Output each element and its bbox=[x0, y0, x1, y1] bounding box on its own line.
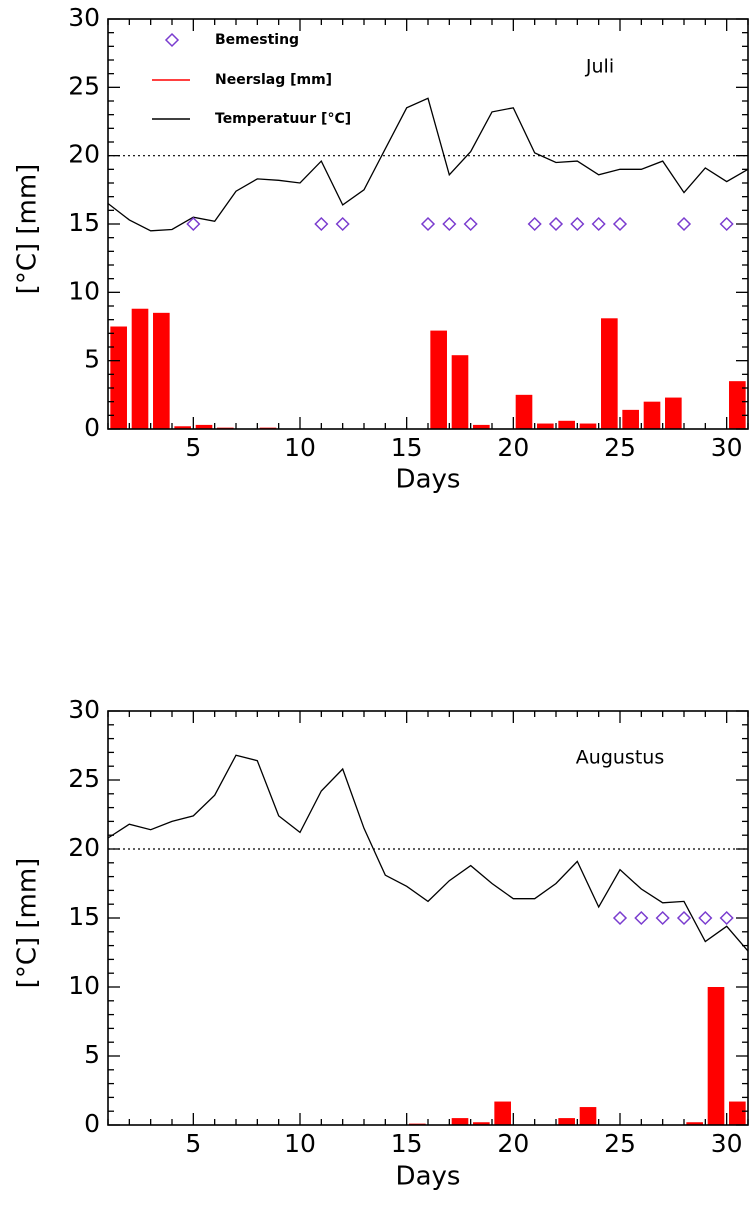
precipitation-bars bbox=[110, 308, 746, 429]
y-tick-label: 25 bbox=[68, 71, 100, 100]
bemesting-diamond-icon bbox=[612, 216, 628, 232]
precipitation-bar bbox=[537, 423, 554, 429]
y-tick-label: 5 bbox=[84, 1040, 100, 1069]
y-tick-label: 0 bbox=[84, 1109, 100, 1138]
x-tick-label: 30 bbox=[711, 1129, 743, 1158]
precipitation-bar bbox=[558, 1118, 575, 1125]
x-tick-label: 10 bbox=[284, 433, 316, 462]
precipitation-bar bbox=[558, 420, 575, 429]
bemesting-markers bbox=[612, 910, 734, 926]
chart-panel-1: 5 10 15 20 25 30 0 5 10 15 20 25 30 Days [°C] [mm] Juli… bbox=[13, 3, 749, 495]
x-axis-title: Days bbox=[396, 1162, 461, 1192]
precipitation-bar bbox=[515, 394, 533, 429]
x-tick-label: 10 bbox=[284, 1129, 316, 1158]
bemesting-diamond-icon bbox=[591, 216, 606, 232]
bemesting-diamond-icon bbox=[570, 216, 585, 232]
x-ticks bbox=[107, 19, 749, 429]
precipitation-bar bbox=[579, 423, 597, 429]
bemesting-diamond-icon bbox=[612, 910, 628, 926]
precipitation-bar bbox=[686, 1122, 703, 1125]
x-axis-title: Days bbox=[396, 465, 461, 495]
bemesting-diamond-icon bbox=[335, 216, 350, 232]
plot-frame bbox=[107, 18, 749, 430]
x-tick-label: 20 bbox=[497, 1129, 529, 1158]
precipitation-bar bbox=[430, 330, 447, 429]
chart-title: Augustus bbox=[576, 747, 664, 769]
precipitation-bar bbox=[707, 987, 725, 1125]
bemesting-diamond-icon bbox=[314, 216, 329, 232]
precipitation-bar bbox=[665, 397, 682, 429]
y-axis-title: [°C] [mm] bbox=[13, 164, 43, 295]
y-tick-label: 15 bbox=[68, 208, 100, 237]
precipitation-bar bbox=[643, 401, 661, 429]
x-tick-label: 25 bbox=[604, 1129, 636, 1158]
bemesting-diamond-icon bbox=[442, 216, 457, 232]
precipitation-bar bbox=[473, 1122, 490, 1125]
temperature-line bbox=[107, 754, 749, 952]
x-tick-label: 20 bbox=[497, 433, 529, 462]
temperature-line bbox=[107, 97, 749, 232]
precipitation-bar bbox=[451, 355, 469, 429]
x-tick-label: 30 bbox=[711, 433, 743, 462]
y-tick-label: 20 bbox=[68, 833, 100, 862]
plot-frame bbox=[107, 710, 749, 1126]
bemesting-diamond-icon bbox=[527, 216, 542, 232]
precipitation-bar bbox=[494, 1101, 511, 1125]
precipitation-bar bbox=[601, 318, 618, 429]
bemesting-diamond-icon bbox=[548, 216, 564, 232]
precipitation-bar bbox=[579, 1107, 597, 1125]
legend: Bemesting Neerslag [mm] Temperatuur [°C] bbox=[152, 32, 351, 127]
bemesting-diamond-icon bbox=[719, 216, 734, 232]
bemesting-diamond-icon bbox=[634, 910, 649, 926]
legend-label: Bemesting bbox=[215, 32, 299, 48]
legend-diamond-icon bbox=[164, 32, 180, 48]
bemesting-diamond-icon bbox=[719, 910, 734, 926]
bemesting-diamond-icon bbox=[676, 216, 692, 232]
y-axis-title: [°C] [mm] bbox=[13, 858, 43, 989]
precipitation-bar bbox=[729, 1101, 746, 1125]
precipitation-bar bbox=[729, 381, 746, 429]
bemesting-diamond-icon bbox=[698, 910, 713, 926]
y-tick-label: 10 bbox=[68, 971, 100, 1000]
precipitation-bar bbox=[473, 424, 490, 429]
x-tick-label: 5 bbox=[185, 1129, 201, 1158]
bemesting-diamond-icon bbox=[186, 216, 201, 232]
x-tick-label: 25 bbox=[604, 433, 636, 462]
precipitation-bar bbox=[110, 326, 127, 429]
bemesting-diamond-icon bbox=[655, 910, 670, 926]
precipitation-bar bbox=[622, 409, 639, 429]
precipitation-bar bbox=[131, 308, 149, 429]
y-tick-label: 30 bbox=[68, 695, 100, 724]
precipitation-bars bbox=[409, 987, 746, 1125]
y-tick-label: 30 bbox=[68, 3, 100, 32]
y-tick-label: 25 bbox=[68, 764, 100, 793]
precipitation-bar bbox=[195, 424, 213, 429]
x-tick-label: 15 bbox=[391, 433, 423, 462]
y-ticks bbox=[108, 18, 748, 430]
y-tick-label: 20 bbox=[68, 140, 100, 169]
y-tick-label: 0 bbox=[84, 413, 100, 442]
x-tick-label: 5 bbox=[185, 433, 201, 462]
y-tick-label: 15 bbox=[68, 902, 100, 931]
precipitation-bar bbox=[153, 312, 170, 429]
precipitation-bar bbox=[174, 426, 191, 429]
bemesting-diamond-icon bbox=[676, 910, 692, 926]
bemesting-diamond-icon bbox=[420, 216, 436, 232]
precipitation-bar bbox=[451, 1118, 469, 1125]
x-tick-label: 15 bbox=[391, 1129, 423, 1158]
x-ticks bbox=[107, 711, 749, 1125]
chart-panel-2: 5 10 15 20 25 30 0 5 10 15 20 25 30 Days [°C] [mm] Augu… bbox=[13, 695, 749, 1192]
y-ticks bbox=[108, 710, 748, 1126]
y-tick-label: 10 bbox=[68, 276, 100, 305]
bemesting-diamond-icon bbox=[463, 216, 478, 232]
chart-title: Juli bbox=[585, 56, 614, 78]
legend-label: Neerslag [mm] bbox=[215, 72, 332, 88]
bemesting-markers bbox=[186, 216, 734, 232]
legend-label: Temperatuur [°C] bbox=[215, 111, 351, 127]
y-tick-label: 5 bbox=[84, 345, 100, 374]
